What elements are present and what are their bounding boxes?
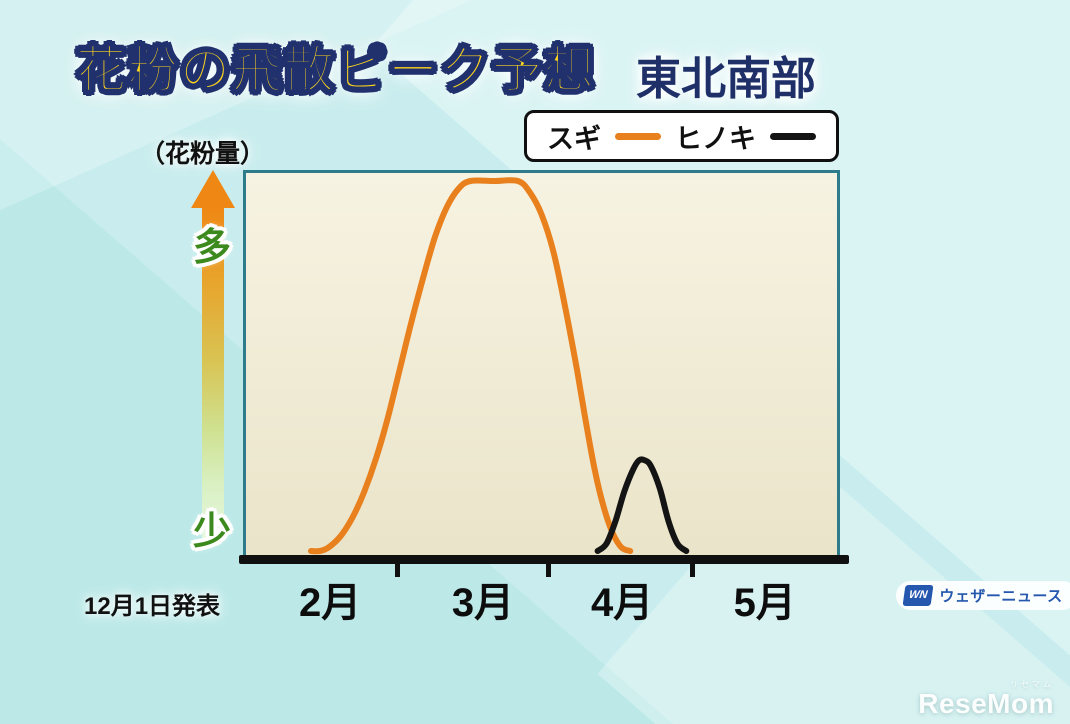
wn-logo-icon: WN	[902, 585, 934, 606]
announcement-date: 12月1日発表	[84, 593, 221, 620]
x-axis-tick	[690, 564, 696, 577]
legend: スギ ヒノキ	[524, 110, 839, 162]
page-title: 花粉の飛散ピーク予想	[75, 41, 596, 99]
y-axis-title: （花粉量）	[140, 140, 266, 168]
y-axis-gradient-arrow	[202, 206, 224, 546]
resemom-watermark-ruby: リセマム	[1010, 680, 1054, 689]
legend-label: ヒノキ	[675, 123, 756, 154]
y-high-label: 多	[193, 227, 232, 269]
weathernews-logo: WN ウェザーニュース	[896, 581, 1070, 610]
x-tick-label: 2月	[299, 581, 362, 625]
x-axis-line	[239, 555, 849, 564]
legend-line-icon	[770, 132, 816, 140]
x-axis-tick	[395, 564, 401, 577]
legend-label: スギ	[547, 123, 601, 154]
chart-plot	[243, 170, 840, 560]
legend-line-icon	[615, 132, 661, 140]
resemom-watermark-text: ReseMom	[918, 688, 1054, 719]
series-line-スギ	[308, 177, 634, 555]
weathernews-logo-text: ウェザーニュース	[939, 588, 1063, 605]
series-line-ヒノキ	[594, 456, 690, 554]
arrow-up-icon	[191, 170, 235, 208]
y-low-label: 少	[193, 511, 232, 553]
x-tick-label: 5月	[733, 581, 796, 625]
chart-canvas	[308, 177, 690, 555]
x-tick-label: 4月	[590, 581, 654, 625]
x-axis-labels: 2月 3月 4月 5月	[243, 570, 840, 625]
x-tick-label: 3月	[451, 581, 515, 625]
resemom-watermark: リセマム ReseMom	[918, 681, 1054, 718]
region-label: 東北南部	[636, 53, 817, 104]
x-axis-tick	[546, 564, 552, 577]
